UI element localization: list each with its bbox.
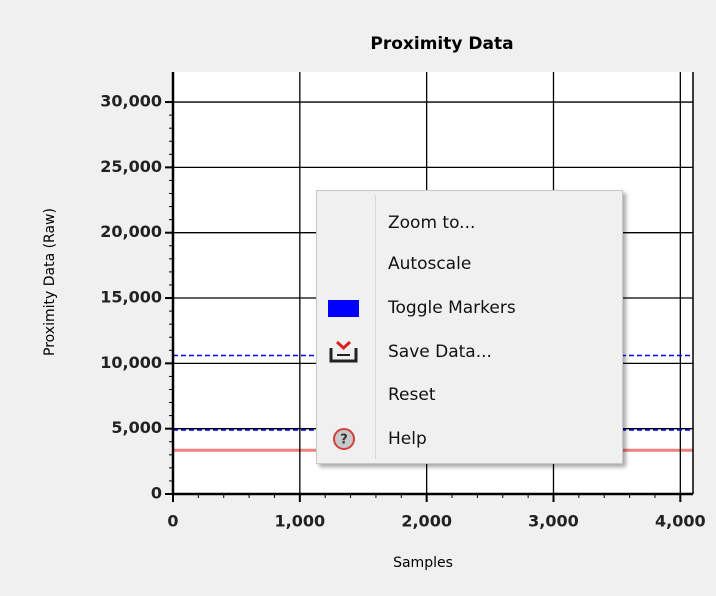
x-tick-label: 2,000 <box>401 512 452 531</box>
menu-item[interactable]: Autoscale <box>317 244 622 284</box>
x-tick-label: 0 <box>167 512 178 531</box>
context-menu: Zoom to... Autoscale Toggle Markers Save… <box>316 190 623 464</box>
menu-label: Autoscale <box>388 254 472 274</box>
markers-icon <box>328 300 359 317</box>
menu-label: Save Data... <box>388 342 492 362</box>
svg-text:?: ? <box>340 433 348 448</box>
chart-title: Proximity Data <box>370 34 513 54</box>
y-tick-label: 20,000 <box>100 222 162 241</box>
menu-label: Zoom to... <box>388 213 476 233</box>
menu-item[interactable]: Toggle Markers <box>317 288 622 328</box>
menu-separator <box>375 195 376 459</box>
menu-item[interactable]: Zoom to... <box>317 203 622 243</box>
y-tick-label: 10,000 <box>100 353 162 372</box>
x-tick-label: 3,000 <box>528 512 579 531</box>
menu-item[interactable]: ? Help <box>317 419 622 459</box>
save-icon <box>329 340 358 363</box>
menu-label: Help <box>388 429 427 449</box>
y-tick-label: 15,000 <box>100 288 162 307</box>
y-tick-label: 0 <box>151 484 162 503</box>
menu-label: Reset <box>388 385 436 405</box>
menu-label: Toggle Markers <box>388 298 516 318</box>
y-tick-label: 30,000 <box>100 92 162 111</box>
help-icon: ? <box>333 428 355 450</box>
y-tick-label: 25,000 <box>100 157 162 176</box>
y-axis-label: Proximity Data (Raw) <box>42 208 58 356</box>
x-tick-label: 4,000 <box>655 512 706 531</box>
x-axis-label: Samples <box>393 555 453 571</box>
menu-item[interactable]: Reset <box>317 375 622 415</box>
x-tick-label: 1,000 <box>275 512 326 531</box>
y-tick-label: 5,000 <box>111 418 162 437</box>
menu-item[interactable]: Save Data... <box>317 332 622 372</box>
